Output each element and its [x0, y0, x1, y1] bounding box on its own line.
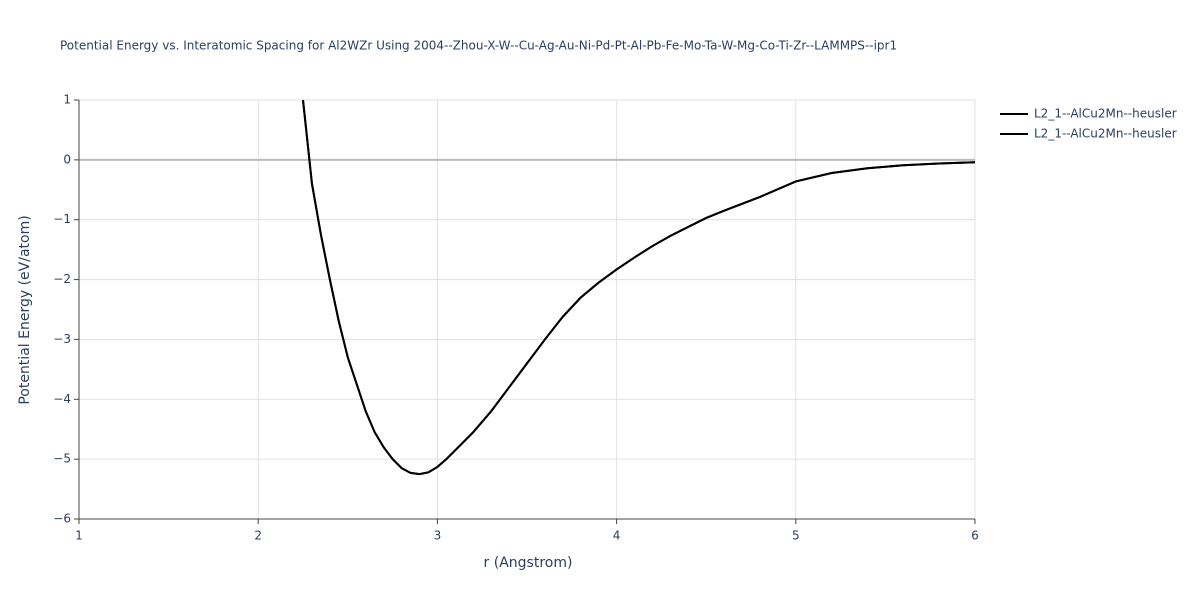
x-tick-label: 6 — [971, 529, 979, 543]
x-tick-label: 2 — [254, 529, 262, 543]
legend-label: L2_1--AlCu2Mn--heusler — [1034, 107, 1177, 121]
y-tick-label: −4 — [53, 392, 71, 406]
y-tick-label: 0 — [63, 152, 71, 166]
y-tick-label: −5 — [53, 452, 71, 466]
y-axis-label: Potential Energy (eV/atom) — [17, 215, 33, 404]
series-line — [302, 99, 976, 476]
x-axis-label: r (Angstrom) — [484, 555, 573, 571]
x-tick-label: 1 — [75, 529, 83, 543]
y-tick-label: 1 — [63, 93, 71, 107]
y-tick-label: −6 — [53, 512, 71, 526]
y-tick-label: −3 — [53, 332, 71, 346]
y-tick-label: −1 — [53, 212, 71, 226]
chart-title: Potential Energy vs. Interatomic Spacing… — [60, 39, 897, 53]
series-line — [302, 99, 976, 476]
legend-label: L2_1--AlCu2Mn--heusler — [1034, 127, 1177, 141]
x-tick-label: 4 — [613, 529, 621, 543]
y-tick-label: −2 — [53, 272, 71, 286]
x-tick-label: 5 — [792, 529, 800, 543]
x-tick-label: 3 — [434, 529, 442, 543]
